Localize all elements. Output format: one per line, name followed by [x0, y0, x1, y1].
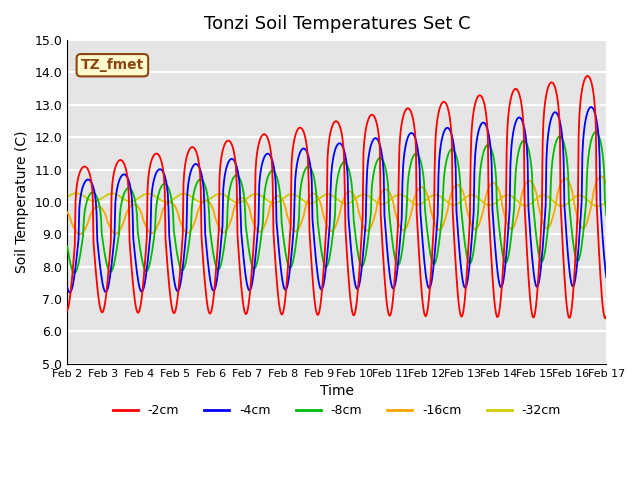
- X-axis label: Time: Time: [320, 384, 354, 398]
- Title: Tonzi Soil Temperatures Set C: Tonzi Soil Temperatures Set C: [204, 15, 470, 33]
- Y-axis label: Soil Temperature (C): Soil Temperature (C): [15, 131, 29, 273]
- Text: TZ_fmet: TZ_fmet: [81, 58, 144, 72]
- Legend: -2cm, -4cm, -8cm, -16cm, -32cm: -2cm, -4cm, -8cm, -16cm, -32cm: [108, 399, 566, 422]
